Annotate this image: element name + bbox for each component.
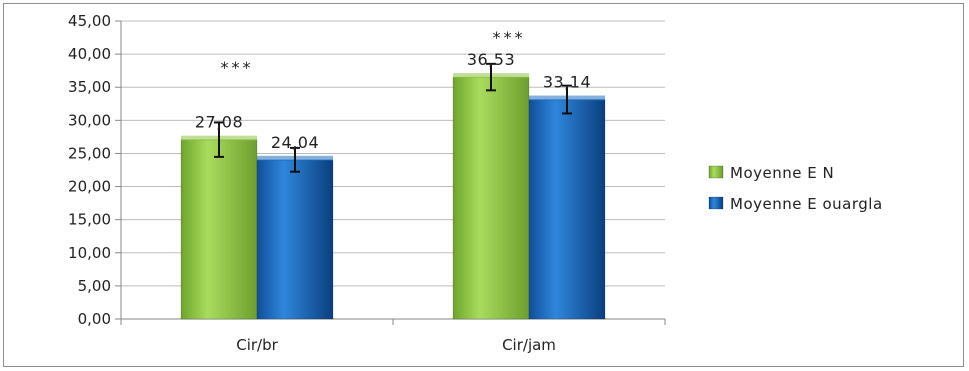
y-tick-label: 30,00 <box>68 111 111 129</box>
category-label: Cir/jam <box>502 336 556 354</box>
significance-label: *** <box>493 28 526 47</box>
y-tick-label: 5,00 <box>78 277 111 295</box>
legend-swatch <box>708 196 724 210</box>
data-label: 36,53 <box>467 50 515 69</box>
bar <box>256 159 334 320</box>
y-tick-label: 25,00 <box>68 144 111 162</box>
legend-label: Moyenne E ouargla <box>730 195 883 213</box>
data-label: 27,08 <box>195 113 243 132</box>
bar <box>452 76 530 320</box>
data-label: 24,04 <box>271 133 319 152</box>
y-tick-label: 20,00 <box>68 178 111 196</box>
legend-label: Moyenne E N <box>730 164 834 182</box>
bar <box>180 139 258 320</box>
y-tick-label: 40,00 <box>68 45 111 63</box>
legend-swatch <box>708 165 724 179</box>
y-tick-label: 45,00 <box>68 12 111 30</box>
data-label: 33,14 <box>543 73 591 92</box>
y-tick-label: 15,00 <box>68 211 111 229</box>
y-tick-label: 10,00 <box>68 244 111 262</box>
category-label: Cir/br <box>236 336 278 354</box>
significance-label: *** <box>221 58 254 77</box>
bar <box>528 99 606 320</box>
y-tick-label: 0,00 <box>78 310 111 328</box>
y-tick-label: 35,00 <box>68 78 111 96</box>
